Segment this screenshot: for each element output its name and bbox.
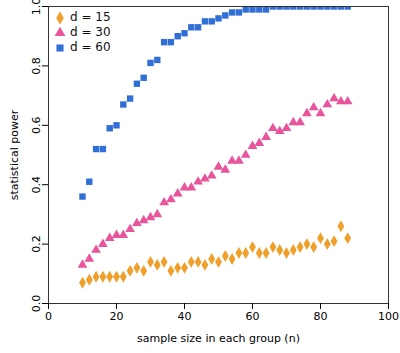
svg-text:20: 20 [110,310,124,323]
svg-text:40: 40 [178,310,192,323]
svg-text:1.0: 1.0 [30,0,43,15]
svg-text:0.0: 0.0 [30,295,43,313]
html-text:d = 30: d = 30 [70,25,111,39]
svg-text:0.4: 0.4 [30,176,43,194]
svg-text:0.6: 0.6 [30,117,43,135]
svg-text:60: 60 [246,310,260,323]
svg-text:statistical power: statistical power [8,109,21,200]
svg-text:0.8: 0.8 [30,57,43,75]
html-text:d = 60: d = 60 [70,40,111,54]
html-text:d = 15: d = 15 [70,10,111,24]
svg-text:80: 80 [314,310,328,323]
svg-text:sample size in each group (n): sample size in each group (n) [137,332,300,345]
svg-text:0: 0 [45,310,52,323]
svg-text:0.2: 0.2 [30,235,43,253]
svg-text:100: 100 [378,310,399,323]
